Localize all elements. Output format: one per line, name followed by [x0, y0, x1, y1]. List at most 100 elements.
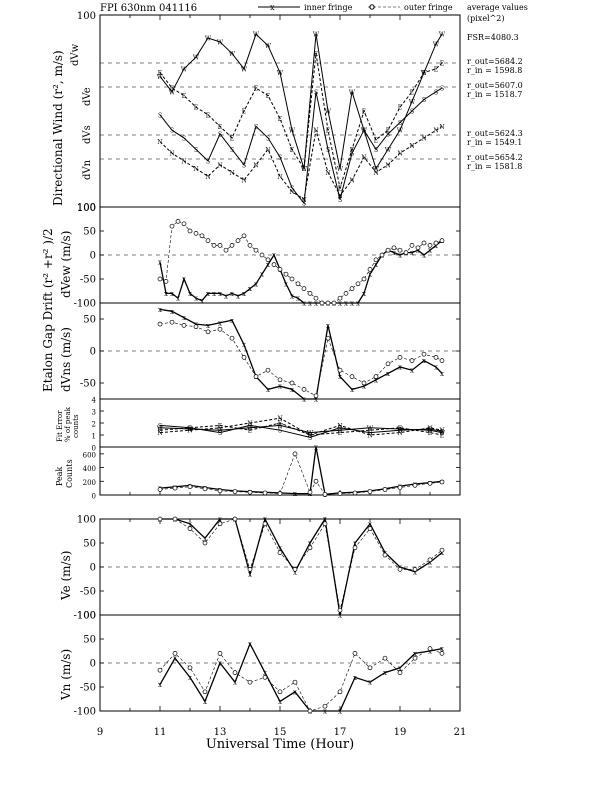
- dVew-series-1-point-20: [277, 267, 283, 272]
- directional_wind-series-3-point-9: N: [265, 147, 270, 154]
- dVns-series-1-point-1: [169, 319, 175, 325]
- fit_error-series-1-point-5: E: [308, 433, 312, 440]
- dVns-series-1-point-19: [385, 361, 391, 367]
- peak_counts-series-1-point-15: [367, 489, 373, 494]
- dVns-series-1-point-9: [265, 367, 271, 373]
- dVns-series-1-point-18: [373, 374, 379, 379]
- directional_wind-series-1-point-21: E: [410, 89, 414, 96]
- directional_wind-series-2-point-13: S: [314, 89, 318, 96]
- directional_wind-series-0-point-18: W: [373, 166, 380, 173]
- directional_wind-series-1-point-16: E: [350, 147, 354, 154]
- directional_wind-series-3-point-15: N: [337, 193, 342, 200]
- dVew-series-1-point-34: [361, 276, 367, 282]
- dVns-series-0-point-18: x: [374, 376, 378, 384]
- Vn-series-0-point-1: x: [173, 655, 177, 663]
- fit_error-series-0-point-5: W: [307, 430, 314, 437]
- dVns-series-1-point-10: [277, 377, 283, 383]
- Vn-series-1-point-7: [262, 675, 268, 680]
- peak_counts-series-1-point-9: [292, 451, 298, 457]
- dVew-series-0-point-33: x: [356, 300, 360, 308]
- directional_wind-series-0-point-6: W: [229, 51, 236, 58]
- dvw-label: dVw: [70, 43, 81, 66]
- fit_error-series-1-point-1: E: [188, 425, 192, 432]
- legend: x inner fringe outer fringe: [258, 3, 453, 12]
- directional_wind-series-1-point-13: E: [314, 51, 318, 58]
- directional_wind-series-2-point-12: S: [302, 201, 306, 208]
- Vn-series-1-point-5: [232, 670, 238, 675]
- dvew-ticklabel-4: -100: [74, 299, 96, 310]
- dVew-series-1-point-10: [217, 243, 223, 248]
- directional_wind-series-3-point-5: N: [217, 162, 222, 169]
- dVns-series-0-point-6: x: [230, 317, 234, 325]
- Vn-series-0-point-0: x: [158, 681, 162, 689]
- param-fsr: FSR=4080.3: [467, 33, 519, 42]
- dVns-series-1-point-4: [205, 329, 211, 335]
- fit_error-series-0-point-10: W: [439, 430, 446, 437]
- Ve-series-0-point-8: x: [278, 544, 282, 552]
- directional_wind-series-1-point-2: E: [182, 93, 186, 100]
- dVew-series-1-point-45: [427, 243, 433, 248]
- ve-ticklabel-4: -100: [74, 611, 96, 622]
- fit_error-series-3-point-9: N: [427, 425, 432, 432]
- directional_wind-series-3-point-2: N: [181, 158, 186, 165]
- fit_error-series-1-point-8: E: [398, 425, 402, 432]
- dVns-series-1-point-7: [241, 355, 247, 360]
- fit-label-1: Fit Error: [56, 410, 64, 442]
- directional_wind-series-3-point-7: N: [241, 178, 246, 185]
- directional_wind-series-2-point-6: S: [230, 147, 234, 154]
- dVew-series-1-point-28: [325, 300, 331, 306]
- dVew-series-0-point-1: x: [164, 290, 168, 298]
- fit_error-series-2-point-4: S: [278, 428, 282, 435]
- peak_counts-series-1-point-8: [277, 491, 283, 496]
- dVew-series-0-point-15: x: [248, 285, 252, 293]
- dvn-label: dVn: [82, 159, 93, 180]
- dVew-series-1-point-22: [289, 276, 295, 282]
- legend-outer-marker: [369, 4, 375, 10]
- Vn-series-1-point-1: [172, 651, 178, 656]
- dVew-series-1-point-27: [319, 300, 325, 306]
- Ve-series-0-point-7: x: [263, 516, 267, 524]
- Ve-series-0-point-19: x: [440, 549, 444, 557]
- dve-label: dVe: [82, 87, 93, 106]
- dVns-series-1-point-16: [349, 374, 355, 379]
- fit_error-series-3-point-6: N: [337, 423, 342, 430]
- dVew-series-0-point-9: x: [212, 290, 216, 298]
- fit_error-series-0-point-0: W: [157, 425, 164, 432]
- dVns-series-0-line: [159, 308, 443, 400]
- Vn-series-1-point-2: [187, 665, 193, 671]
- fit_error-series-3-point-2: N: [217, 425, 222, 432]
- directional_wind-series-3-point-1: N: [169, 151, 174, 158]
- directional_wind-series-2-line: [159, 87, 443, 205]
- x-ticklabel-1: 11: [154, 727, 167, 738]
- dVew-series-1-point-3: [175, 219, 181, 224]
- dVns-series-0-point-19: x: [386, 370, 390, 378]
- directional_wind-series-1-point-8: E: [254, 85, 258, 92]
- dVns-series-1-point-22: [421, 351, 427, 357]
- directional_wind-series-0-point-24: W: [439, 32, 446, 39]
- dVns-series-1-point-14: [325, 335, 331, 341]
- Vn-series-1-point-15: [382, 655, 388, 661]
- fit-ticklabel-0: 4: [92, 397, 97, 405]
- peak-ticklabel-0: 600: [83, 451, 96, 459]
- dVns-series-0-point-2: x: [182, 314, 186, 322]
- vn-ticklabel-0: 100: [77, 611, 96, 622]
- Vn-series-0-point-17: x: [413, 650, 417, 658]
- directional_wind-series-3-point-21: N: [409, 143, 414, 150]
- figure-title: FPI 630nm 041116: [100, 3, 197, 14]
- Vn-series-0-point-9: x: [293, 688, 297, 696]
- dvns-ticklabel-2: -50: [80, 379, 96, 390]
- fit_error-series-0-point-4: W: [277, 423, 284, 430]
- dvns-ylabel: dVns (m/s): [59, 327, 73, 392]
- peak_counts-series-1-point-16: [382, 487, 388, 492]
- Vn-series-1-point-19: [439, 651, 445, 656]
- dVns-series-0-point-14: x: [326, 322, 330, 330]
- dVns-series-1-point-0: [157, 321, 163, 327]
- dVns-series-0-point-22: x: [422, 357, 426, 365]
- peak-ticklabel-2: 200: [83, 479, 96, 487]
- Ve-series-0-point-3: x: [203, 535, 207, 543]
- fit_error-series-2-point-6: S: [338, 425, 342, 432]
- fit_error-series-2-point-1: S: [188, 425, 192, 432]
- dVew-series-1-point-0: [157, 276, 163, 282]
- dVew-series-1-point-19: [271, 262, 277, 267]
